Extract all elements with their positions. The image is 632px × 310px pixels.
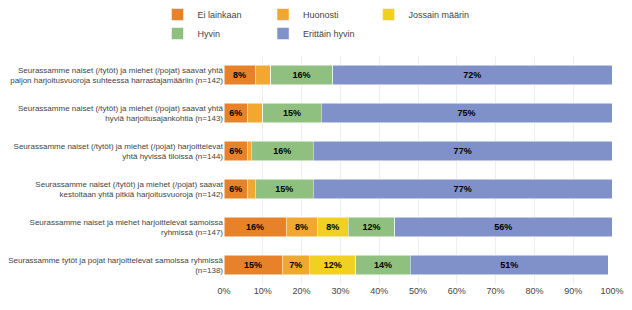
svg-text:8%: 8% <box>233 70 246 80</box>
svg-text:Huonosti: Huonosti <box>303 10 339 20</box>
svg-text:Seurassamme naiset (/tytöt) ja: Seurassamme naiset (/tytöt) ja miehet (/… <box>14 142 224 161</box>
svg-text:Seurassamme naiset ja miehet h: Seurassamme naiset ja miehet harjoittele… <box>30 218 224 237</box>
svg-text:16%: 16% <box>293 70 311 80</box>
svg-text:60%: 60% <box>448 286 466 296</box>
svg-text:6%: 6% <box>229 146 242 156</box>
svg-text:Seurassamme tytöt ja pojat har: Seurassamme tytöt ja pojat harjoitteleva… <box>8 256 223 275</box>
svg-text:6%: 6% <box>229 108 242 118</box>
svg-text:56%: 56% <box>494 222 512 232</box>
svg-text:Seurassamme naiset (/tytöt) ja: Seurassamme naiset (/tytöt) ja miehet (/… <box>18 104 224 123</box>
svg-text:16%: 16% <box>273 146 291 156</box>
svg-text:90%: 90% <box>564 286 582 296</box>
svg-text:0%: 0% <box>217 286 230 296</box>
svg-text:8%: 8% <box>295 222 308 232</box>
svg-text:15%: 15% <box>244 260 262 270</box>
svg-text:72%: 72% <box>463 70 481 80</box>
svg-text:Hyvin: Hyvin <box>198 29 221 39</box>
svg-text:50%: 50% <box>409 286 427 296</box>
svg-text:77%: 77% <box>454 146 472 156</box>
svg-text:Seurassamme naiset (/tytöt) ja: Seurassamme naiset (/tytöt) ja miehet (/… <box>35 180 223 199</box>
svg-text:15%: 15% <box>283 108 301 118</box>
svg-text:12%: 12% <box>324 260 342 270</box>
svg-text:Erittäin hyvin: Erittäin hyvin <box>303 29 355 39</box>
svg-text:100%: 100% <box>600 286 623 296</box>
svg-text:77%: 77% <box>454 184 472 194</box>
svg-text:15%: 15% <box>275 184 293 194</box>
svg-text:80%: 80% <box>525 286 543 296</box>
svg-text:10%: 10% <box>254 286 272 296</box>
svg-text:40%: 40% <box>370 286 388 296</box>
svg-text:Jossain määrin: Jossain määrin <box>409 10 470 20</box>
svg-text:7%: 7% <box>289 260 302 270</box>
svg-text:Ei lainkaan: Ei lainkaan <box>198 10 242 20</box>
svg-text:Seurassamme naiset (/tytöt) ja: Seurassamme naiset (/tytöt) ja miehet (/… <box>10 66 223 85</box>
svg-text:70%: 70% <box>487 286 505 296</box>
svg-text:20%: 20% <box>293 286 311 296</box>
svg-text:75%: 75% <box>457 108 475 118</box>
svg-text:6%: 6% <box>229 184 242 194</box>
svg-text:16%: 16% <box>246 222 264 232</box>
svg-text:14%: 14% <box>374 260 392 270</box>
svg-text:12%: 12% <box>362 222 380 232</box>
svg-text:51%: 51% <box>500 260 518 270</box>
svg-text:30%: 30% <box>331 286 349 296</box>
svg-text:8%: 8% <box>326 222 339 232</box>
